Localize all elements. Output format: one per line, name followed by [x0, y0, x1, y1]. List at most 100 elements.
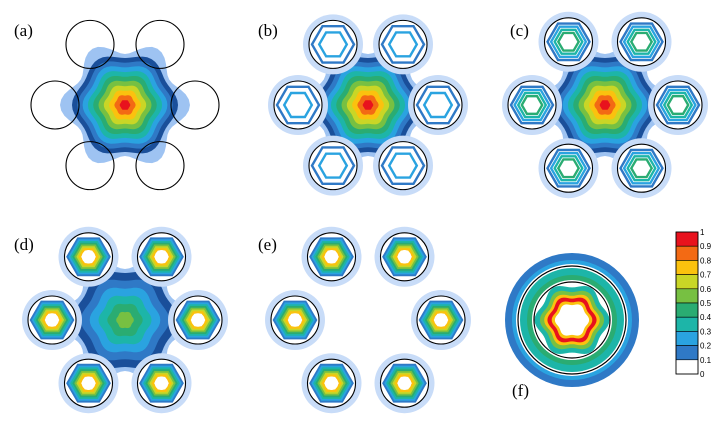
satellite-outline [173, 295, 223, 345]
satellite-contour [415, 85, 461, 125]
satellite-contour [147, 244, 176, 269]
colorbar-tick-label: 0 [700, 370, 705, 379]
satellite-contour [139, 363, 184, 403]
satellite-outline [270, 295, 320, 345]
satellite-contour [422, 91, 454, 119]
colorbar-segment [675, 331, 699, 346]
colorbar-tick-label: 0.7 [700, 271, 712, 280]
satellite-core [191, 313, 205, 327]
colorbar-segment [675, 316, 699, 332]
satellite-contour [420, 302, 462, 338]
fiber-outline [533, 281, 611, 359]
satellite-contour [76, 246, 101, 268]
satellite-contour [143, 241, 180, 273]
satellite-contour [141, 239, 182, 275]
satellite-core [431, 98, 445, 112]
satellite-contour [655, 85, 701, 125]
satellite-contour [619, 148, 664, 188]
satellite-outline [543, 143, 594, 193]
panel-d [22, 226, 228, 414]
panel-label-d: (d) [14, 235, 34, 254]
satellite-contour [666, 95, 690, 115]
satellite-contour [388, 242, 421, 271]
satellite-outline [616, 17, 667, 67]
satellite-contour [315, 242, 348, 271]
satellite-outline [136, 232, 187, 282]
satellite-contour [390, 244, 419, 269]
satellite-core [154, 250, 169, 264]
fiber-outline [517, 265, 627, 375]
satellite-contour [392, 246, 417, 268]
satellite-contour [68, 365, 109, 401]
satellite-core [154, 376, 169, 390]
satellite-contour [428, 309, 454, 331]
colorbar-tick-label: 1 [700, 228, 705, 237]
satellite-contour [387, 31, 419, 58]
satellite-contour [662, 91, 694, 119]
panel-a [30, 19, 220, 191]
satellite-contour [520, 95, 544, 115]
colorbar-segment [675, 345, 699, 361]
satellite-contour [384, 365, 425, 401]
satellite-core [326, 158, 340, 173]
satellite-outline [65, 19, 115, 69]
satellite-core [326, 37, 340, 52]
satellite-contour [384, 239, 425, 275]
satellite-contour [315, 369, 348, 398]
satellite-core [291, 98, 305, 112]
satellite-contour [74, 244, 103, 269]
satellite-contour [141, 365, 182, 401]
colorbar-tick-label: 0.5 [700, 299, 712, 308]
core-contour [599, 100, 611, 110]
satellite-outline [653, 80, 703, 130]
satellite-contour [313, 367, 350, 399]
satellite-contour [386, 367, 423, 399]
satellite-core [81, 376, 96, 390]
satellite-contour [66, 363, 111, 403]
satellite-contour [66, 237, 111, 277]
satellite-contour [76, 372, 101, 394]
satellite-outline [378, 19, 428, 69]
satellite-contour [509, 85, 555, 125]
colorbar-segment [675, 245, 699, 261]
panel-label-f: (f) [512, 381, 529, 400]
satellite-contour [274, 302, 316, 338]
satellite-contour [313, 241, 350, 273]
satellite-contour [424, 306, 458, 334]
satellite-outline [379, 358, 430, 408]
satellite-contour [390, 371, 419, 396]
fiber-ring [554, 304, 590, 336]
satellite-contour [321, 374, 342, 392]
satellite-core [434, 313, 448, 327]
satellite-outline [616, 143, 667, 193]
satellite-contour [37, 307, 67, 333]
satellite-outline [306, 232, 357, 282]
colorbar-frame [675, 231, 699, 375]
satellite-contour [179, 304, 217, 336]
satellite-contour [284, 311, 306, 329]
satellite-outline [543, 17, 594, 67]
satellite-outline [413, 80, 463, 130]
satellite-outline [170, 80, 220, 130]
satellite-contour [29, 300, 75, 340]
satellite-contour [319, 372, 344, 394]
satellite-core [396, 37, 410, 52]
satellite-contour [33, 304, 71, 336]
satellite-contour [145, 242, 178, 271]
satellite-contour [310, 146, 356, 185]
satellite-outline [27, 295, 77, 345]
satellite-contour [31, 302, 73, 338]
satellite-core [324, 250, 339, 264]
satellite-contour [185, 309, 211, 331]
satellite-contour [41, 311, 63, 329]
satellite-contour [317, 152, 349, 179]
satellite-contour [151, 374, 172, 392]
colorbar-tick-label: 0.6 [700, 285, 712, 294]
satellite-contour [143, 367, 180, 399]
satellite-core [561, 161, 576, 175]
satellite-contour [549, 152, 588, 185]
satellite-contour [70, 367, 107, 399]
satellite-contour [282, 91, 314, 119]
satellite-contour [280, 307, 310, 333]
satellite-contour [422, 304, 460, 336]
